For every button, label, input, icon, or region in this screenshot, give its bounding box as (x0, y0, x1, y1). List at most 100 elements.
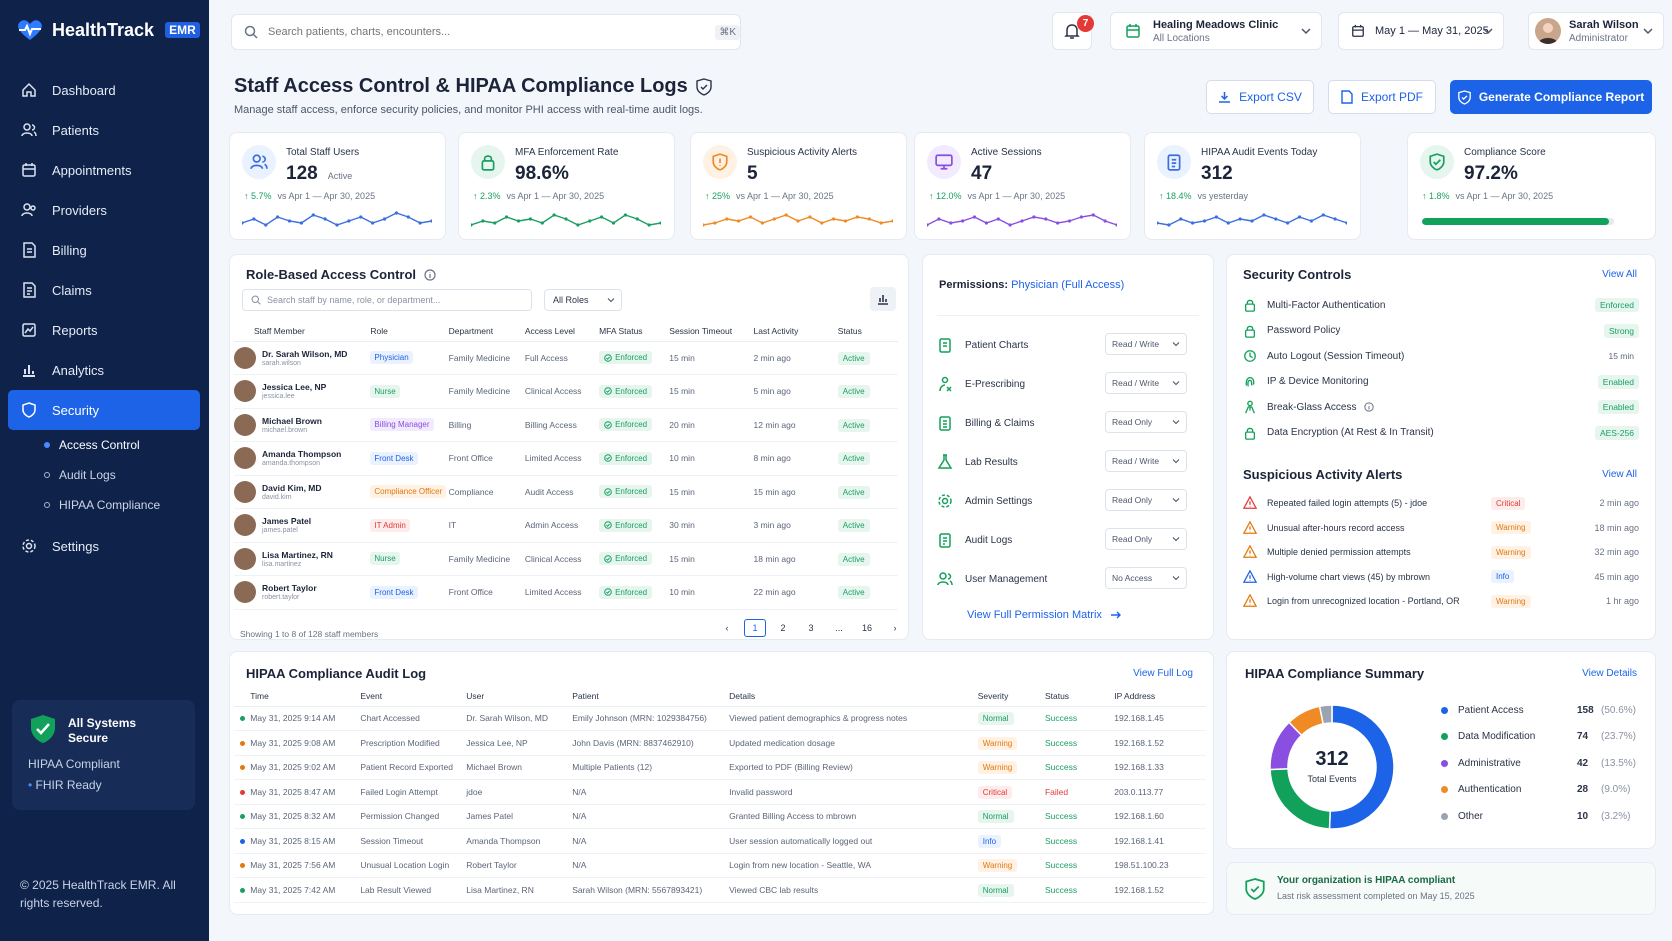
legend-item[interactable]: Patient Access 158 (50.6%) (1441, 700, 1636, 720)
nav-reports[interactable]: Reports (8, 310, 200, 350)
brand[interactable]: HealthTrack EMR (16, 18, 200, 42)
column-header[interactable]: Status (1044, 686, 1115, 707)
alerts-view-all[interactable]: View All (1602, 469, 1637, 480)
alert-row[interactable]: Multiple denied permission attempts Warni… (1243, 540, 1639, 564)
permission-select[interactable]: No Access (1105, 567, 1187, 589)
chevron-left-icon[interactable]: ‹ (725, 623, 729, 633)
kpi-value-number: 312 (1201, 163, 1233, 184)
column-header[interactable]: Event (360, 686, 467, 707)
home-icon (20, 81, 38, 99)
roles-filter[interactable]: All Roles (544, 289, 622, 311)
prescription-icon (937, 376, 953, 392)
column-header[interactable]: Time (250, 686, 361, 707)
sparkline-point (1214, 215, 1218, 219)
nav-providers[interactable]: Providers (8, 190, 200, 230)
column-header[interactable]: Staff Member (234, 321, 371, 342)
page-2[interactable]: 2 (780, 623, 786, 633)
info-icon[interactable] (1364, 402, 1375, 412)
subnav-hipaa-compliance[interactable]: HIPAA Compliance (44, 490, 200, 520)
alert-row[interactable]: Repeated failed login attempts (5) - jdo… (1243, 491, 1639, 515)
table-row[interactable]: Amanda Thompson amanda.thompson Front Desk… (234, 441, 898, 476)
column-header[interactable]: Status (837, 321, 898, 342)
arrow-right-icon (1110, 611, 1121, 619)
date-range-picker[interactable]: May 1 — May 31, 2025 (1338, 12, 1504, 50)
permission-select[interactable]: Read Only (1105, 411, 1187, 433)
table-row[interactable]: Lisa Martinez, RN lisa.martinez Nurse Famil… (234, 542, 898, 576)
generate-report-button[interactable]: Generate Compliance Report (1450, 80, 1652, 114)
column-header[interactable]: Role (370, 321, 449, 342)
column-header[interactable]: IP Address (1114, 686, 1206, 707)
status-cell: Active (837, 374, 898, 409)
clinic-selector[interactable]: Healing Meadows Clinic All Locations (1110, 12, 1322, 50)
table-row[interactable]: May 31, 2025 9:14 AM Chart Accessed Dr. Sa… (234, 706, 1206, 731)
table-row[interactable]: Michael Brown michael.brown Billing Manage… (234, 408, 898, 442)
nav-claims[interactable]: Claims (8, 270, 200, 310)
donut-slice-other[interactable] (1318, 704, 1333, 725)
nav-security[interactable]: Security (8, 390, 200, 430)
donut-slice-patient-access[interactable] (1328, 704, 1395, 830)
table-row[interactable]: May 31, 2025 9:02 AM Patient Record Expor… (234, 755, 1206, 780)
column-header[interactable]: Details (729, 686, 978, 707)
table-row[interactable]: David Kim, MD david.kim Compliance Officer… (234, 475, 898, 509)
permission-select[interactable]: Read / Write (1105, 333, 1187, 355)
search-input[interactable] (268, 26, 706, 38)
nav-billing[interactable]: Billing (8, 230, 200, 270)
table-row[interactable]: May 31, 2025 7:56 AM Unusual Location Log… (234, 853, 1206, 878)
nav-dashboard[interactable]: Dashboard (8, 70, 200, 110)
alert-row[interactable]: Login from unrecognized location - Portl… (1243, 589, 1639, 613)
table-row[interactable]: May 31, 2025 7:42 AM Lab Result Viewed Lis… (234, 877, 1206, 903)
nav-analytics[interactable]: Analytics (8, 350, 200, 390)
table-row[interactable]: May 31, 2025 8:15 AM Session Timeout Amand… (234, 828, 1206, 854)
table-row[interactable]: Dr. Sarah Wilson, MD sarah.wilson Physicia… (234, 341, 898, 375)
sparkline-point (1262, 213, 1266, 217)
audit-view-full[interactable]: View Full Log (1133, 668, 1193, 679)
subnav-audit-logs[interactable]: Audit Logs (44, 460, 200, 490)
chart-view-button[interactable] (870, 287, 896, 311)
column-header[interactable]: User (466, 686, 573, 707)
table-row[interactable]: Robert Taylor robert.taylor Front Desk Fron… (234, 575, 898, 610)
column-header[interactable]: Last Activity (753, 321, 838, 342)
permissions-role[interactable]: Physician (Full Access) (1011, 279, 1125, 291)
legend-item[interactable]: Other 10 (3.2%) (1441, 806, 1631, 826)
info-icon[interactable] (424, 268, 436, 281)
chevron-right-icon[interactable]: › (893, 623, 897, 633)
page-3[interactable]: 3 (808, 623, 814, 633)
column-header[interactable]: Severity (977, 686, 1045, 707)
column-header[interactable]: Patient (572, 686, 730, 707)
staff-search[interactable]: Search staff by name, role, or departmen… (242, 289, 532, 311)
alert-row[interactable]: High-volume chart views (45) by mbrown In… (1243, 565, 1639, 589)
column-header[interactable]: Access Level (524, 321, 600, 342)
nav-patients[interactable]: Patients (8, 110, 200, 150)
legend-item[interactable]: Authentication 28 (9.0%) (1441, 780, 1631, 800)
summary-view-details[interactable]: View Details (1582, 668, 1637, 679)
legend-item[interactable]: Data Modification 74 (23.7%) (1441, 727, 1636, 747)
legend-item[interactable]: Administrative 42 (13.5%) (1441, 753, 1636, 773)
table-row[interactable]: Jessica Lee, NP jessica.lee Nurse Family Me… (234, 374, 898, 409)
export-csv-button[interactable]: Export CSV (1206, 80, 1314, 114)
nav-settings[interactable]: Settings (8, 526, 200, 566)
notifications-button[interactable]: 7 (1052, 12, 1094, 50)
dept-cell: Front Office (448, 441, 525, 476)
permission-select[interactable]: Read Only (1105, 528, 1187, 550)
subnav-access-control[interactable]: Access Control (44, 430, 200, 460)
permission-select[interactable]: Read / Write (1105, 450, 1187, 472)
column-header[interactable]: Session Timeout (669, 321, 754, 342)
permission-select[interactable]: Read / Write (1105, 372, 1187, 394)
last-cell: 2 min ago (753, 341, 838, 375)
permission-matrix-link[interactable]: View Full Permission Matrix (967, 609, 1122, 621)
column-header[interactable]: Department (448, 321, 525, 342)
export-pdf-button[interactable]: Export PDF (1328, 80, 1436, 114)
table-row[interactable]: May 31, 2025 9:08 AM Prescription Modifie… (234, 730, 1206, 756)
nav-appointments[interactable]: Appointments (8, 150, 200, 190)
user-menu[interactable]: Sarah Wilson Administrator (1528, 12, 1664, 50)
alert-row[interactable]: Unusual after-hours record access Warning… (1243, 516, 1639, 540)
user-cell: jdoe (466, 779, 573, 805)
page-1[interactable]: 1 (744, 619, 766, 637)
table-row[interactable]: May 31, 2025 8:47 AM Failed Login Attempt… (234, 779, 1206, 805)
column-header[interactable]: MFA Status (599, 321, 670, 342)
page-16[interactable]: 16 (861, 623, 872, 633)
table-row[interactable]: James Patel james.patel IT Admin IT Admin Ac… (234, 508, 898, 543)
table-row[interactable]: May 31, 2025 8:32 AM Permission Changed Ja… (234, 804, 1206, 829)
permission-select[interactable]: Read Only (1105, 489, 1187, 511)
security-view-all[interactable]: View All (1602, 269, 1637, 280)
